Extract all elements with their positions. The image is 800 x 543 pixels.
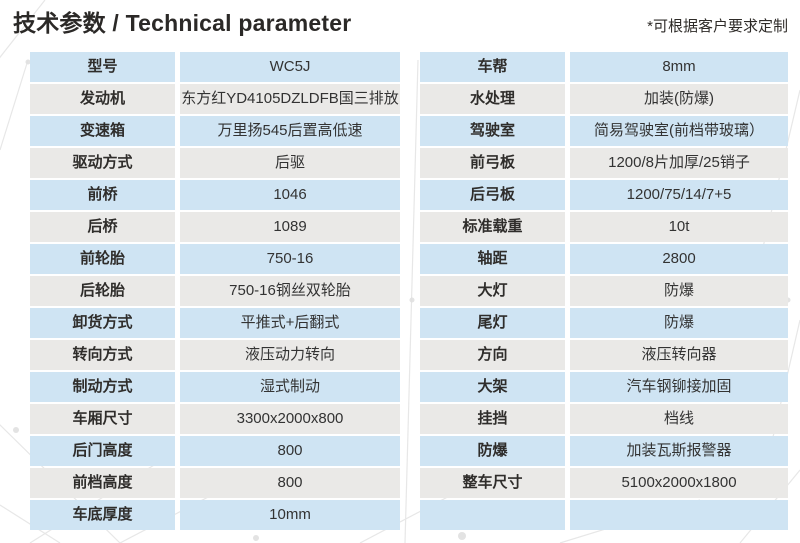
- param-row: 后门高度 800: [30, 436, 400, 466]
- param-value: WC5J: [180, 52, 400, 82]
- param-value: 750-16钢丝双轮胎: [180, 276, 400, 306]
- param-label: 前桥: [30, 180, 175, 210]
- param-label: 大架: [420, 372, 565, 402]
- param-row: 轴距 2800: [420, 244, 788, 274]
- spec-table-right: 车帮 8mm 水处理 加装(防爆) 驾驶室 简易驾驶室(前档带玻璃） 前弓板 1200/8片加…: [420, 52, 788, 530]
- param-label: 水处理: [420, 84, 565, 114]
- param-value: 防爆: [570, 308, 788, 338]
- param-label: 标准载重: [420, 212, 565, 242]
- param-label: 发动机: [30, 84, 175, 114]
- param-label: 型号: [30, 52, 175, 82]
- param-row: 大架 汽车钢铆接加固: [420, 372, 788, 402]
- param-label: 前档高度: [30, 468, 175, 498]
- param-value: 平推式+后翻式: [180, 308, 400, 338]
- param-row: 防爆 加装瓦斯报警器: [420, 436, 788, 466]
- param-value: 湿式制动: [180, 372, 400, 402]
- param-value: 档线: [570, 404, 788, 434]
- param-value: 10mm: [180, 500, 400, 530]
- param-row: 标准载重 10t: [420, 212, 788, 242]
- param-row: 型号 WC5J: [30, 52, 400, 82]
- param-row: 尾灯 防爆: [420, 308, 788, 338]
- param-label: 后弓板: [420, 180, 565, 210]
- param-row: 变速箱 万里扬545后置高低速: [30, 116, 400, 146]
- param-value: 东方红YD4105DZLDFB国三排放: [180, 84, 400, 114]
- param-row: 前轮胎 750-16: [30, 244, 400, 274]
- param-label: 驾驶室: [420, 116, 565, 146]
- param-value: 1089: [180, 212, 400, 242]
- param-label: 制动方式: [30, 372, 175, 402]
- param-label: 防爆: [420, 436, 565, 466]
- param-row: 整车尺寸 5100x2000x1800: [420, 468, 788, 498]
- param-value: 液压转向器: [570, 340, 788, 370]
- param-row: 发动机 东方红YD4105DZLDFB国三排放: [30, 84, 400, 114]
- spec-tables: 型号 WC5J 发动机 东方红YD4105DZLDFB国三排放 变速箱 万里扬545后置高…: [30, 52, 788, 530]
- param-row: 后桥 1089: [30, 212, 400, 242]
- param-row: 挂挡 档线: [420, 404, 788, 434]
- param-row: [420, 500, 788, 530]
- param-label: 车底厚度: [30, 500, 175, 530]
- customization-note: *可根据客户要求定制: [647, 18, 788, 35]
- param-row: 车厢尺寸 3300x2000x800: [30, 404, 400, 434]
- param-label: 尾灯: [420, 308, 565, 338]
- param-label: 卸货方式: [30, 308, 175, 338]
- param-label: 整车尺寸: [420, 468, 565, 498]
- param-label: 方向: [420, 340, 565, 370]
- param-value: 2800: [570, 244, 788, 274]
- param-value: 10t: [570, 212, 788, 242]
- param-row: 卸货方式 平推式+后翻式: [30, 308, 400, 338]
- param-value: 液压动力转向: [180, 340, 400, 370]
- param-value: 万里扬545后置高低速: [180, 116, 400, 146]
- param-row: 水处理 加装(防爆): [420, 84, 788, 114]
- param-label: 大灯: [420, 276, 565, 306]
- param-label: 后桥: [30, 212, 175, 242]
- param-row: 前弓板 1200/8片加厚/25销子: [420, 148, 788, 178]
- param-row: 驾驶室 简易驾驶室(前档带玻璃）: [420, 116, 788, 146]
- param-value: 5100x2000x1800: [570, 468, 788, 498]
- param-value: 800: [180, 436, 400, 466]
- param-label: 前轮胎: [30, 244, 175, 274]
- param-label: 后轮胎: [30, 276, 175, 306]
- param-label: 前弓板: [420, 148, 565, 178]
- param-row: 大灯 防爆: [420, 276, 788, 306]
- param-value: 3300x2000x800: [180, 404, 400, 434]
- param-label: 车帮: [420, 52, 565, 82]
- param-label: 变速箱: [30, 116, 175, 146]
- param-row: 后轮胎 750-16钢丝双轮胎: [30, 276, 400, 306]
- spec-table-left: 型号 WC5J 发动机 东方红YD4105DZLDFB国三排放 变速箱 万里扬545后置高…: [30, 52, 400, 530]
- param-label: 挂挡: [420, 404, 565, 434]
- param-label: 驱动方式: [30, 148, 175, 178]
- param-label: 车厢尺寸: [30, 404, 175, 434]
- param-row: 车底厚度 10mm: [30, 500, 400, 530]
- param-row: 前桥 1046: [30, 180, 400, 210]
- param-value: 1200/75/14/7+5: [570, 180, 788, 210]
- param-label: 轴距: [420, 244, 565, 274]
- param-label: 转向方式: [30, 340, 175, 370]
- param-row: 后弓板 1200/75/14/7+5: [420, 180, 788, 210]
- param-label: [420, 500, 565, 530]
- param-value: 加装瓦斯报警器: [570, 436, 788, 466]
- param-value: 加装(防爆): [570, 84, 788, 114]
- param-row: 转向方式 液压动力转向: [30, 340, 400, 370]
- param-label: 后门高度: [30, 436, 175, 466]
- param-value: 简易驾驶室(前档带玻璃）: [570, 116, 788, 146]
- param-value: 防爆: [570, 276, 788, 306]
- param-value: 8mm: [570, 52, 788, 82]
- param-value: 1046: [180, 180, 400, 210]
- param-row: 制动方式 湿式制动: [30, 372, 400, 402]
- param-row: 驱动方式 后驱: [30, 148, 400, 178]
- param-value: [570, 500, 788, 530]
- param-value: 750-16: [180, 244, 400, 274]
- param-row: 前档高度 800: [30, 468, 400, 498]
- param-row: 车帮 8mm: [420, 52, 788, 82]
- param-value: 1200/8片加厚/25销子: [570, 148, 788, 178]
- param-row: 方向 液压转向器: [420, 340, 788, 370]
- param-value: 后驱: [180, 148, 400, 178]
- param-value: 汽车钢铆接加固: [570, 372, 788, 402]
- param-value: 800: [180, 468, 400, 498]
- page-title: 技术参数 / Technical parameter: [13, 10, 352, 36]
